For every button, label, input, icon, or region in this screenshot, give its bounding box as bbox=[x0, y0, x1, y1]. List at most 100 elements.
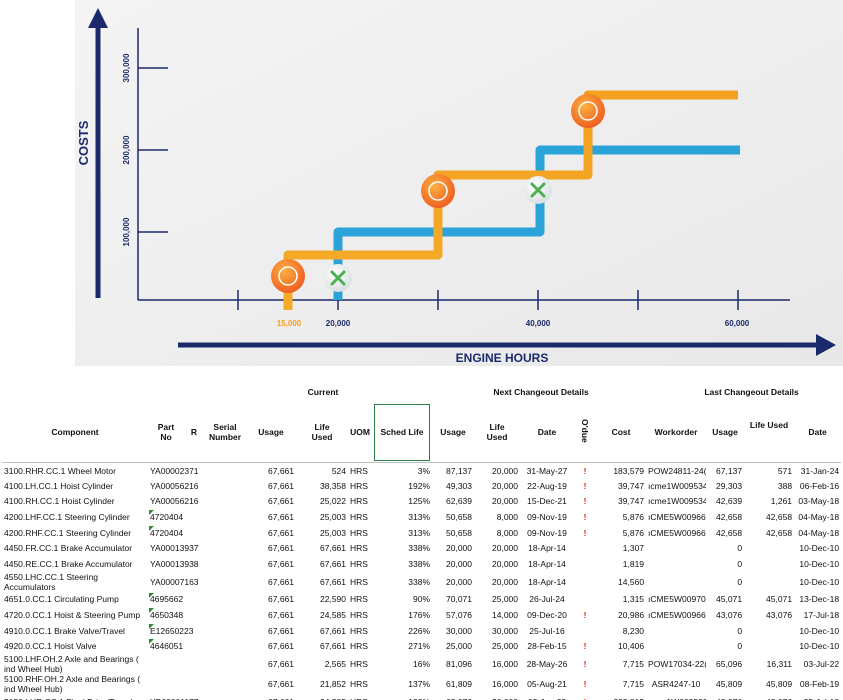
table-cell: ! bbox=[583, 679, 587, 690]
table-cell bbox=[204, 463, 246, 479]
table-cell: 338% bbox=[408, 576, 431, 587]
y-label: 100,000 bbox=[122, 217, 131, 246]
table-cell: 67,661 bbox=[268, 465, 294, 476]
column-header-text: R bbox=[190, 427, 198, 437]
table-cell: 61,809 bbox=[446, 679, 473, 690]
table-cell: 4920.0.CC.1 Hoist Valve bbox=[4, 641, 97, 652]
column-header-text: Life Used bbox=[749, 420, 789, 430]
column-header: Usage bbox=[706, 402, 745, 463]
column-header: Life Used bbox=[744, 402, 795, 463]
table-cell bbox=[148, 674, 184, 694]
table-cell: 20,000 bbox=[492, 465, 519, 476]
column-header-text: Life Used bbox=[486, 422, 508, 442]
table-cell: HRS bbox=[350, 543, 368, 554]
table-cell: 21,852 bbox=[320, 679, 346, 690]
table-cell bbox=[204, 674, 246, 694]
table-cell: 67,661 bbox=[268, 543, 294, 554]
table-cell: YB60001177 bbox=[148, 694, 199, 700]
table-cell: 2,565 bbox=[324, 659, 346, 670]
table-cell: 38,358 bbox=[320, 480, 346, 491]
table-cell: 313% bbox=[408, 512, 431, 523]
table-row: 4200.RHF.CC.1 Steering Cylinder 4720404 67… bbox=[2, 525, 841, 541]
table-cell: ! bbox=[583, 527, 587, 538]
table-cell: 03-Jul-22 bbox=[803, 659, 840, 670]
table-cell: 67,661 bbox=[268, 480, 294, 491]
table-cell bbox=[204, 694, 246, 700]
table-cell: 25-Jul-16 bbox=[529, 625, 565, 636]
table-cell bbox=[574, 623, 596, 639]
table-cell: 571 bbox=[777, 465, 793, 476]
table-cell: 67,137 bbox=[716, 465, 743, 476]
group-header-row: Current Next Changeout Details Last Chan… bbox=[2, 382, 841, 402]
column-header-text: O'due bbox=[580, 419, 591, 443]
column-header-text: Component bbox=[51, 427, 99, 437]
table-cell: 31-May-27 bbox=[526, 465, 568, 476]
table-cell: 20,000 bbox=[474, 694, 520, 700]
table-cell: 10-Dec-10 bbox=[799, 641, 840, 652]
table-cell: 67,661 bbox=[268, 496, 294, 507]
table-cell: 313% bbox=[408, 527, 431, 538]
table-row: 4200.LHF.CC.1 Steering Cylinder 4720404 67… bbox=[2, 509, 841, 525]
x-arrow-head bbox=[816, 334, 836, 356]
table-cell: 67,661 bbox=[320, 543, 346, 554]
table-cell: 4450.FR.CC.1 Brake Accumulator bbox=[4, 543, 133, 554]
table-cell: ! bbox=[583, 465, 587, 476]
column-header: Part No bbox=[148, 402, 184, 463]
column-header-text: UOM bbox=[350, 427, 370, 437]
table-cell: 67,661 bbox=[320, 641, 346, 652]
table-cell: HRS bbox=[350, 512, 368, 523]
table-cell bbox=[184, 592, 204, 608]
table-cell: 4650348 bbox=[148, 607, 184, 623]
table-cell: 226% bbox=[408, 625, 431, 636]
table-cell: 4100.LH.CC.1 Hoist Cylinder bbox=[4, 480, 114, 491]
table-cell bbox=[184, 674, 204, 694]
table-cell: ! bbox=[574, 694, 596, 700]
table-cell: 7,715 bbox=[622, 659, 645, 670]
table-cell: 0 bbox=[737, 641, 743, 652]
table-cell: 43,076 bbox=[716, 610, 743, 621]
table-cell: 123% bbox=[372, 694, 432, 700]
table-cell: 42,658 bbox=[716, 512, 743, 523]
table-cell bbox=[204, 654, 246, 674]
table-cell bbox=[148, 654, 184, 674]
table-cell: 70,071 bbox=[446, 594, 473, 605]
table-container: Current Next Changeout Details Last Chan… bbox=[2, 382, 841, 700]
table-cell: 04-May-18 bbox=[798, 527, 840, 538]
table-cell: 1,315 bbox=[622, 594, 645, 605]
table-cell: 5100.LHF.OH.2 Axle and Bearings ( ind Wh… bbox=[4, 654, 139, 675]
x-label: 15,000 bbox=[277, 319, 302, 328]
table-cell bbox=[574, 572, 596, 592]
table-cell bbox=[204, 638, 246, 654]
table-cell: 28-May-26 bbox=[526, 659, 568, 670]
table-cell: 16,000 bbox=[492, 679, 519, 690]
table-cell: 18-Apr-14 bbox=[528, 558, 566, 569]
table-cell: 4720404 bbox=[148, 509, 184, 525]
column-header: Usage bbox=[246, 402, 296, 463]
table-cell: 67,661 bbox=[268, 610, 294, 621]
table-cell: 4720404 bbox=[148, 525, 184, 541]
table-cell bbox=[744, 638, 794, 654]
table-cell: 67,661 bbox=[320, 558, 346, 569]
table-cell: 125% bbox=[408, 496, 431, 507]
y-label: 300,000 bbox=[122, 53, 131, 82]
table-cell: 20,000 bbox=[492, 576, 519, 587]
table-cell: 43,076 bbox=[744, 694, 794, 700]
table-cell: 524 bbox=[331, 465, 346, 476]
column-header: Sched Life bbox=[372, 402, 433, 463]
table-cell: 0 bbox=[737, 625, 743, 636]
table-cell bbox=[646, 623, 706, 639]
table-cell: 42,658 bbox=[716, 527, 743, 538]
table-cell: 24,585 bbox=[296, 694, 348, 700]
table-cell: 30,000 bbox=[446, 625, 473, 636]
table-cell: 13-Dec-18 bbox=[799, 594, 840, 605]
table-cell: 271% bbox=[408, 641, 431, 652]
table-cell bbox=[646, 540, 706, 556]
table-cell: 14,560 bbox=[618, 576, 645, 587]
engine-icons bbox=[271, 94, 605, 293]
column-header: O'due bbox=[574, 402, 597, 463]
table-row: 4910.0.CC.1 Brake Valve/Travel E12650223 6… bbox=[2, 623, 841, 639]
table-cell bbox=[204, 540, 246, 556]
table-cell bbox=[184, 509, 204, 525]
table-row: 4100.LH.CC.1 Hoist Cylinder YA00056216 67,… bbox=[2, 478, 841, 494]
column-header: R bbox=[184, 402, 204, 463]
